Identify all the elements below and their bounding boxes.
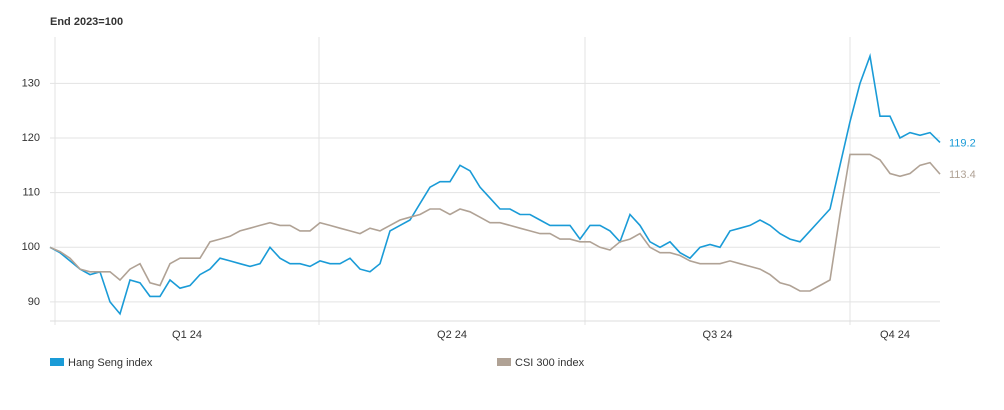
- legend-swatch: [50, 358, 64, 366]
- x-tick-label: Q2 24: [437, 329, 467, 341]
- legend-swatch: [497, 358, 511, 366]
- series-line: [49, 153, 941, 292]
- x-tick-label: Q3 24: [703, 329, 733, 341]
- y-tick-label: 100: [22, 241, 40, 253]
- series-line: [49, 52, 941, 316]
- y-tick-label: 120: [22, 132, 40, 144]
- y-tick-label: 130: [22, 77, 40, 89]
- legend-label: Hang Seng index: [68, 357, 153, 369]
- end-value-label: 119.2: [949, 137, 976, 149]
- y-tick-label: 110: [22, 187, 40, 199]
- y-tick-label: 90: [28, 296, 40, 308]
- end-value-label: 113.4: [949, 169, 976, 181]
- x-tick-label: Q4 24: [880, 329, 910, 341]
- chart-title: End 2023=100: [50, 16, 123, 28]
- legend-label: CSI 300 index: [515, 357, 585, 369]
- x-tick-label: Q1 24: [172, 329, 202, 341]
